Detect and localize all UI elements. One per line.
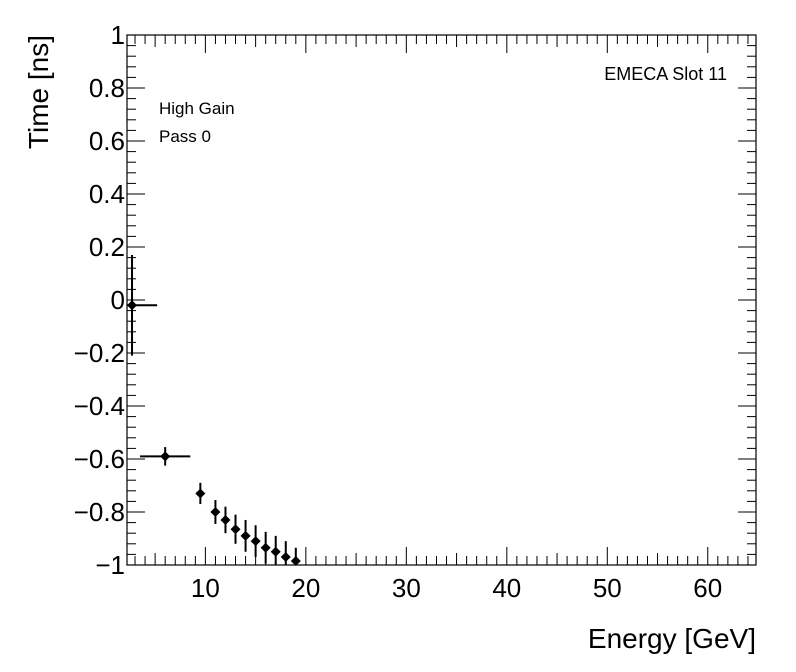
x-tick-label: 20 — [291, 573, 320, 603]
diamond-marker — [260, 542, 271, 553]
x-tick-label: 40 — [492, 573, 521, 603]
y-tick-label: 0.8 — [89, 73, 125, 103]
diamond-marker — [250, 536, 261, 547]
x-tick-label: 10 — [191, 573, 220, 603]
y-tick-label: −0.4 — [74, 391, 125, 421]
data-point — [290, 547, 301, 567]
slot-annotation: EMECA Slot 11 — [604, 64, 727, 84]
diamond-marker — [230, 524, 241, 535]
diamond-marker — [195, 488, 206, 499]
y-tick-label: 1 — [111, 20, 125, 50]
y-tick-label: −0.8 — [74, 497, 125, 527]
diamond-marker — [240, 530, 251, 541]
gain-annotation: High Gain — [159, 99, 235, 118]
y-tick-label: 0.2 — [89, 232, 125, 262]
x-axis-title: Energy [GeV] — [588, 623, 756, 654]
data-point — [220, 506, 231, 534]
data-point — [240, 519, 251, 552]
data-point — [140, 447, 191, 466]
diamond-marker — [210, 507, 221, 517]
data-point — [270, 535, 281, 565]
diamond-marker — [280, 552, 291, 563]
data-point — [280, 541, 291, 565]
x-tick-label: 50 — [593, 573, 622, 603]
y-tick-label: −0.6 — [74, 444, 125, 474]
diamond-marker — [127, 300, 138, 311]
y-tick-label: −1 — [95, 550, 125, 580]
data-point — [195, 482, 206, 505]
y-axis-title: Time [ns] — [23, 35, 54, 149]
pass-annotation: Pass 0 — [159, 127, 211, 146]
y-tick-label: 0.6 — [89, 126, 125, 156]
x-tick-label: 30 — [392, 573, 421, 603]
data-point — [250, 525, 261, 558]
y-tick-label: 0 — [111, 285, 125, 315]
data-points — [127, 254, 301, 567]
data-point — [260, 531, 271, 564]
y-tick-label: −0.2 — [74, 338, 125, 368]
diamond-marker — [270, 546, 281, 557]
y-tick-label: 0.4 — [89, 179, 125, 209]
data-point — [230, 514, 241, 544]
data-point — [210, 500, 221, 524]
x-tick-label: 60 — [693, 573, 722, 603]
diamond-marker — [220, 514, 231, 525]
axis-tick-labels: 10 20 30 40 50 60 −1 −0.8 −0.6 −0.4 −0.2 0 0.2 0.4 0.6… — [74, 20, 723, 603]
diamond-marker — [160, 451, 171, 462]
data-point — [127, 254, 158, 356]
diamond-marker — [290, 556, 301, 567]
